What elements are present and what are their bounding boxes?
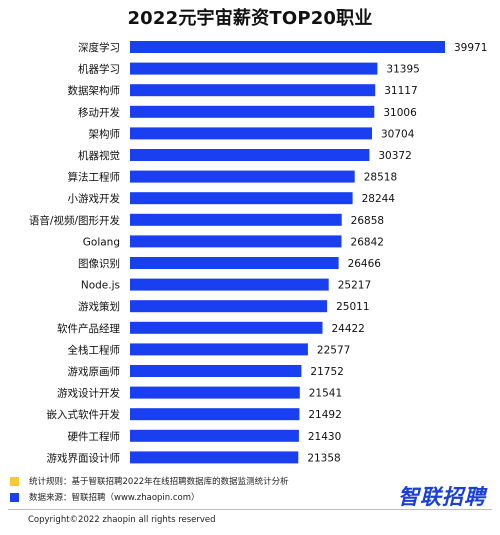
copyright-text: Copyright©2022 zhaopin all rights reserv…: [28, 515, 216, 525]
yellow-square-icon: [10, 476, 19, 486]
bar: [130, 84, 376, 97]
category-label: 架构师: [89, 127, 121, 140]
category-label: 游戏策划: [78, 300, 120, 313]
value-label: 31395: [386, 64, 419, 76]
category-label: 游戏设计开发: [57, 387, 120, 400]
bar: [130, 386, 300, 399]
category-label: 全栈工程师: [68, 343, 121, 356]
category-label: 软件产品经理: [57, 322, 120, 335]
category-label: 游戏界面设计师: [47, 451, 121, 464]
bar: [130, 192, 353, 205]
value-label: 21492: [308, 409, 341, 421]
footer-note-source: 数据来源：智联招聘（www.zhaopin.com）: [10, 491, 200, 503]
footer-note-source-text: 数据来源：智联招聘（www.zhaopin.com）: [29, 493, 200, 503]
category-label: Golang: [83, 236, 120, 248]
bar: [130, 429, 299, 442]
value-label: 26466: [348, 258, 382, 270]
footer-note-rule-text: 统计规则：基于智联招聘2022年在线招聘数据库的数据监测统计分析: [29, 477, 289, 487]
footer-divider: [8, 509, 492, 510]
value-label: 30372: [378, 150, 411, 162]
bar: [130, 343, 308, 356]
value-label: 21358: [307, 452, 340, 464]
bar: [130, 62, 378, 75]
bar: [130, 127, 372, 140]
value-label: 26858: [351, 215, 384, 227]
category-label: 语音/视频/图形开发: [29, 214, 121, 227]
value-label: 28244: [362, 193, 396, 205]
value-label: 21752: [310, 366, 343, 378]
footer-note-rule: 统计规则：基于智联招聘2022年在线招聘数据库的数据监测统计分析: [10, 475, 289, 487]
bar: [130, 257, 339, 269]
value-label: 39971: [454, 42, 487, 54]
category-label: 图像识别: [78, 258, 120, 270]
value-label: 21541: [309, 388, 342, 400]
bar: [130, 365, 302, 377]
category-label: 硬件工程师: [68, 430, 121, 443]
value-label: 24422: [331, 323, 364, 335]
value-label: 28518: [364, 172, 397, 184]
bar: [130, 278, 329, 291]
value-label: 21430: [308, 431, 341, 443]
category-label: 游戏原画师: [68, 365, 121, 378]
bar: [130, 451, 299, 464]
category-label: 机器视觉: [78, 149, 120, 162]
bar: [130, 170, 355, 183]
bar-chart: 深度学习 39971 机器学习 31395 数据架构师 31117 移动开发 31006 架构师…: [29, 41, 487, 464]
value-label: 26842: [351, 236, 384, 248]
value-label: 25217: [338, 280, 371, 292]
value-label: 31006: [383, 107, 417, 119]
bar: [130, 41, 445, 53]
value-label: 22577: [317, 344, 350, 356]
zhaopin-logo: 智联招聘: [398, 485, 486, 509]
category-label: 小游戏开发: [68, 192, 121, 205]
category-label: 机器学习: [78, 63, 120, 76]
value-label: 30704: [381, 128, 415, 140]
value-label: 25011: [336, 301, 369, 313]
bar: [130, 213, 342, 226]
bar: [130, 321, 323, 334]
category-label: Node.js: [81, 280, 120, 292]
category-label: 嵌入式软件开发: [47, 408, 121, 421]
category-label: 数据架构师: [68, 84, 121, 97]
category-label: 移动开发: [78, 106, 120, 119]
bar: [130, 149, 370, 161]
blue-square-icon: [10, 492, 19, 502]
bar: [130, 300, 328, 313]
bar: [130, 235, 342, 248]
bar: [130, 105, 375, 118]
bar: [130, 408, 300, 421]
category-label: 算法工程师: [68, 171, 121, 184]
category-label: 深度学习: [78, 41, 120, 54]
chart-title: 2022元宇宙薪资TOP20职业: [127, 8, 373, 29]
value-label: 31117: [384, 85, 417, 97]
